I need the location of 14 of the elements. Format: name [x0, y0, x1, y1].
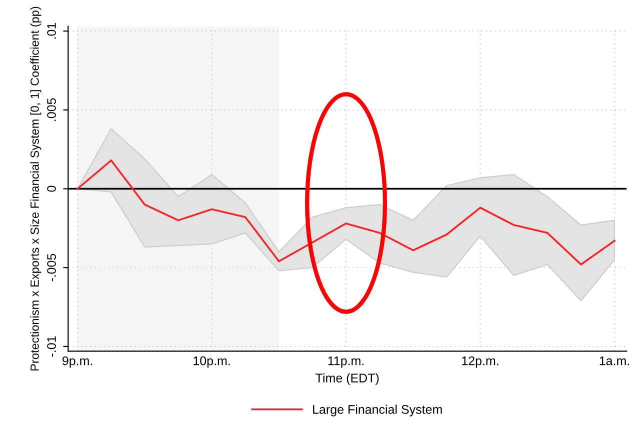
x-axis-title: Time (EDT) — [316, 373, 379, 385]
x-tick-label: 11p.m. — [328, 356, 364, 368]
x-tick-label: 12p.m. — [462, 356, 498, 368]
y-tick-label: .01 — [47, 22, 56, 39]
x-tick-label: 10p.m. — [194, 356, 230, 368]
x-tick-label: 1a.m. — [600, 356, 629, 366]
y-tick-label: .005 — [47, 98, 56, 121]
x-tick-label: 9p.m. — [62, 356, 92, 368]
y-tick-label: -.01 — [47, 336, 56, 357]
y-axis-title: Protectionism x Exports x Size Financial System [0, 1] Coefficient (pp) — [30, 6, 42, 370]
legend-label: Large Financial System — [313, 404, 442, 416]
line-series — [76, 159, 616, 266]
y-tick-label: 0 — [47, 186, 56, 192]
y-tick-label: -.005 — [47, 254, 56, 282]
